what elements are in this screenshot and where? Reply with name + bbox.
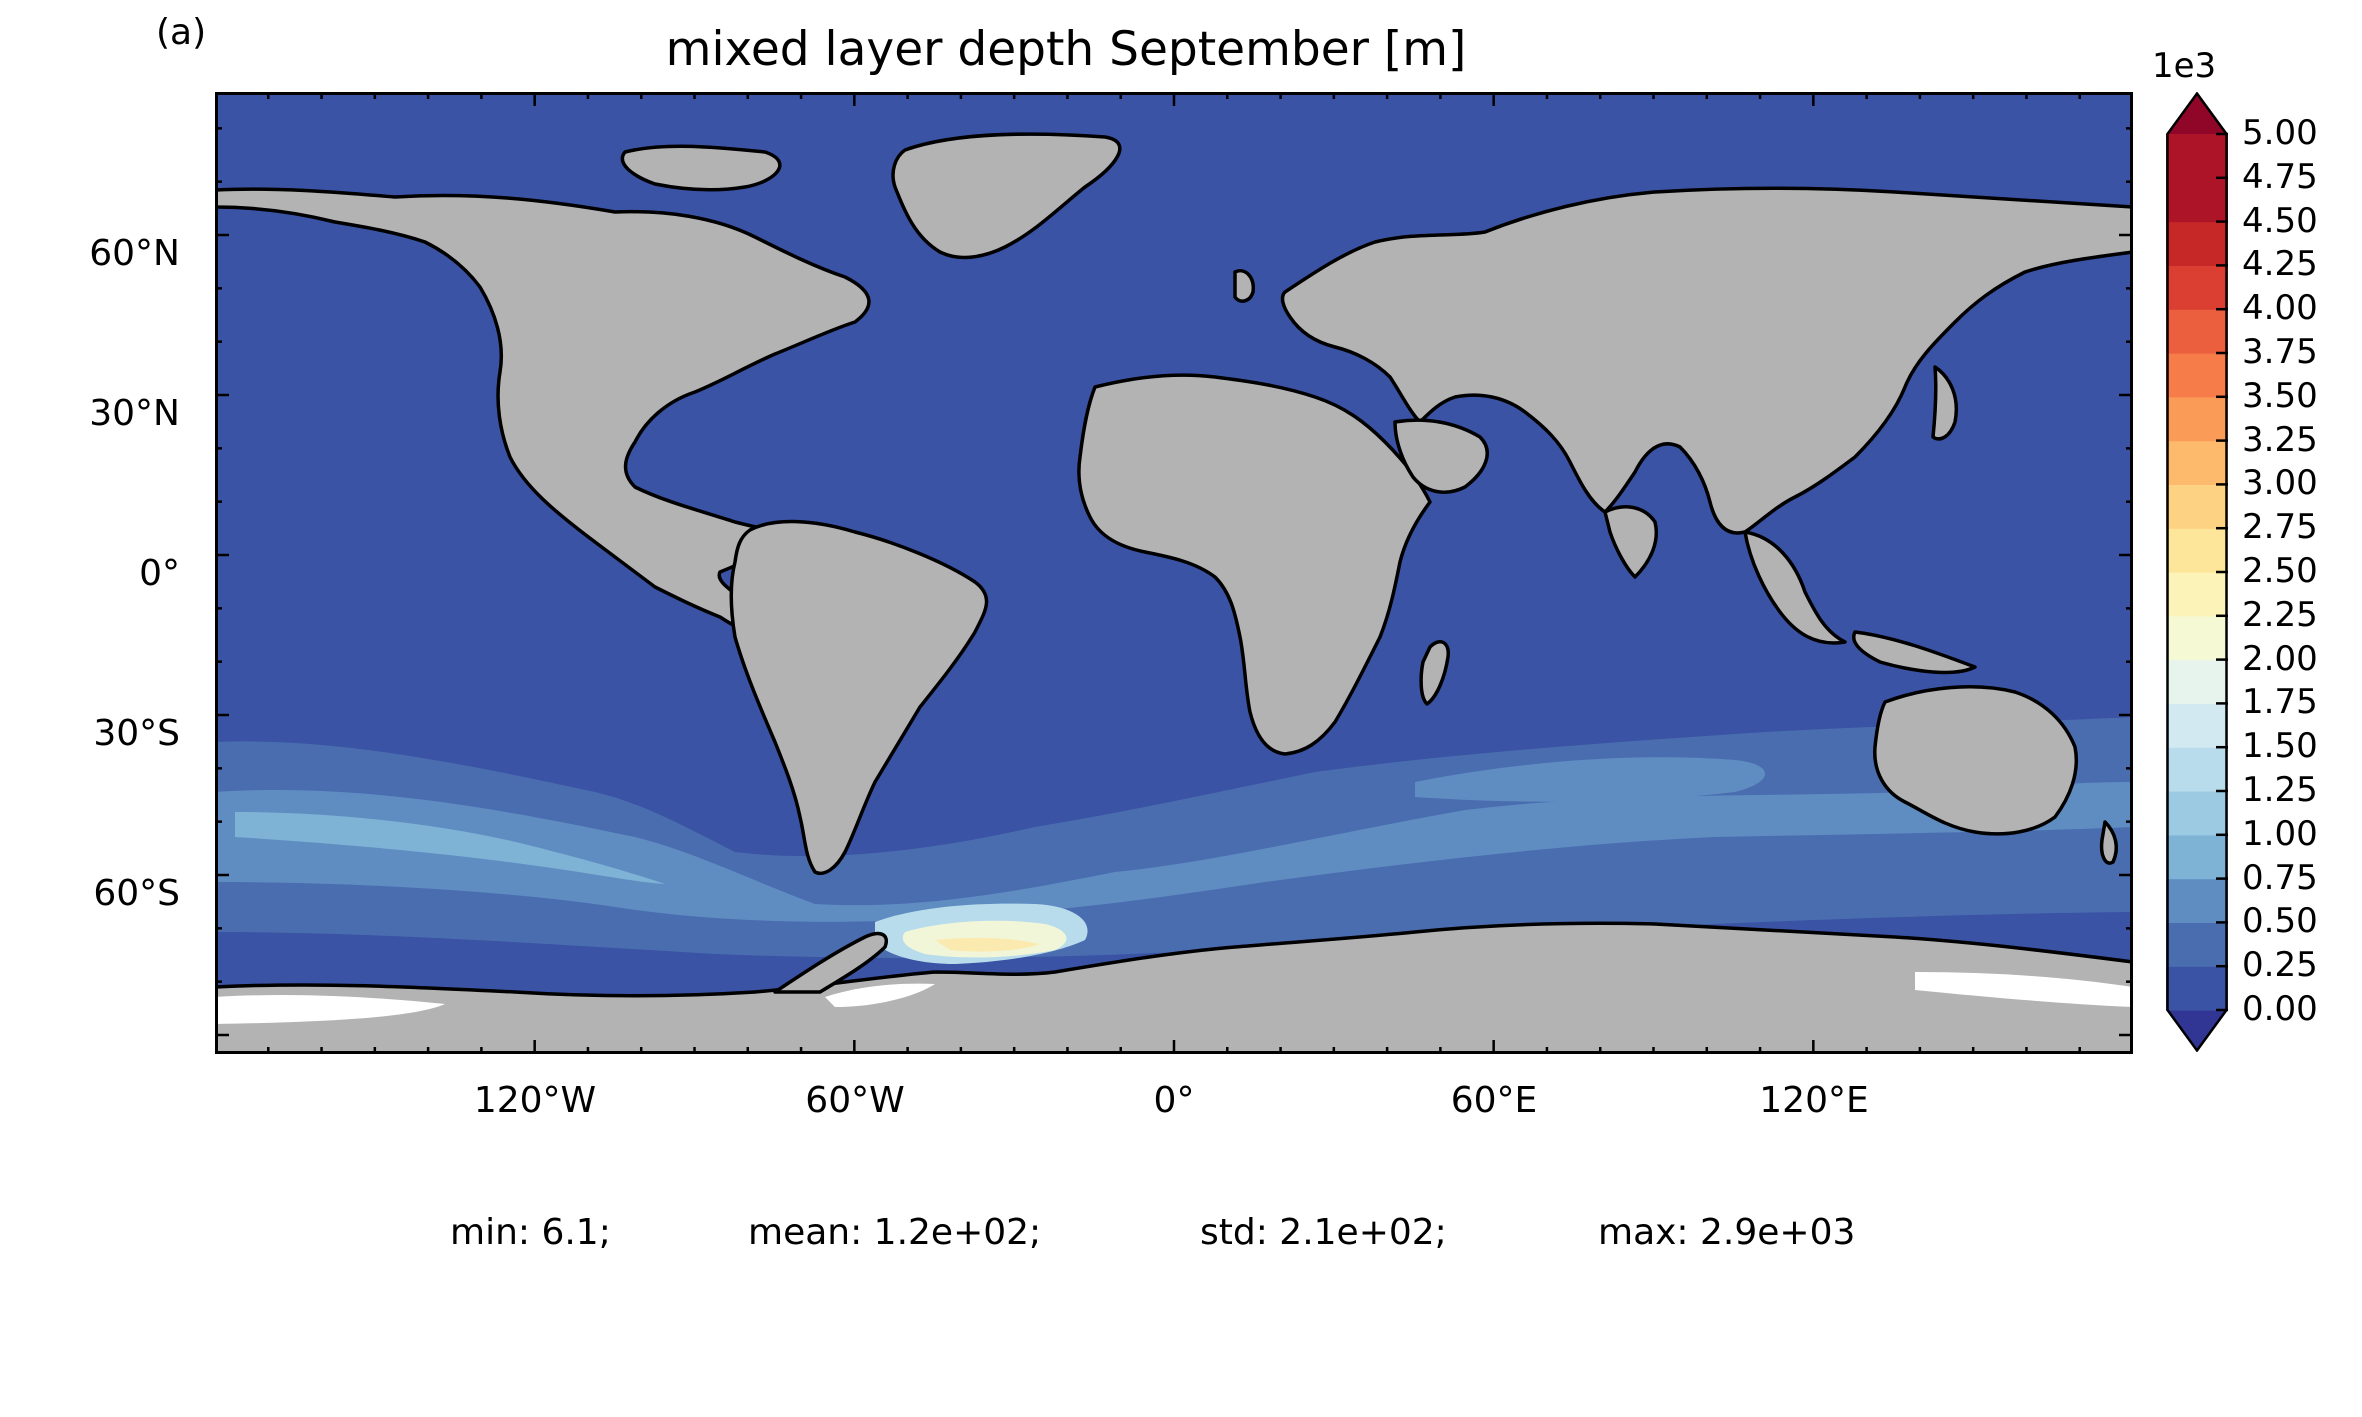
colorbar-bin xyxy=(2166,615,2228,661)
colorbar-bin xyxy=(2166,221,2228,266)
colorbar-tick-label: 2.75 xyxy=(2242,507,2318,548)
stats-line: min: 6.1; mean: 1.2e+02; std: 2.1e+02; m… xyxy=(0,1212,2362,1417)
lat-label-30s: 30°S xyxy=(93,713,180,754)
stat-std: std: 2.1e+02; xyxy=(1200,1212,1447,1253)
lon-label-60e: 60°E xyxy=(1450,1080,1538,1121)
colorbar-bin xyxy=(2166,177,2228,223)
colorbar-tick-label: 2.25 xyxy=(2242,594,2318,635)
colorbar-tick-label: 0.50 xyxy=(2242,901,2318,942)
colorbar-bin xyxy=(2166,747,2228,792)
colorbar-tick-label: 4.25 xyxy=(2242,244,2318,285)
colorbar-bin xyxy=(2166,353,2228,398)
stat-min: min: 6.1; xyxy=(450,1212,611,1253)
colorbar-tick-label: 2.50 xyxy=(2242,551,2318,591)
colorbar-bin xyxy=(2166,484,2228,529)
colorbar-tick-label: 0.75 xyxy=(2242,857,2318,898)
lat-label-equator: 0° xyxy=(139,553,180,594)
weddell-hot-core xyxy=(935,937,1040,952)
colorbar-tick-label: 1.75 xyxy=(2242,682,2318,723)
colorbar-bin xyxy=(2166,528,2228,573)
colorbar-exponent: 1e3 xyxy=(2152,46,2217,86)
colorbar-extend-min xyxy=(2166,1010,2228,1052)
colorbar-tick-label: 1.25 xyxy=(2242,770,2318,810)
colorbar-tick-label: 5.00 xyxy=(2242,113,2318,153)
colorbar-bin xyxy=(2166,134,2228,179)
lon-label-120w: 120°W xyxy=(473,1080,597,1121)
colorbar-bin xyxy=(2166,440,2228,485)
colorbar-bin xyxy=(2166,791,2228,836)
colorbar-graphic xyxy=(2166,92,2228,1052)
colorbar-bin xyxy=(2166,703,2228,748)
colorbar-tick-label: 4.50 xyxy=(2242,200,2318,241)
colorbar-tick-label: 0.25 xyxy=(2242,945,2318,986)
colorbar-bin xyxy=(2166,659,2228,704)
colorbar-tick-label: 3.00 xyxy=(2242,463,2318,504)
southern-ocean-band-mid xyxy=(215,782,2133,922)
lon-label-120e: 120°E xyxy=(1759,1080,1869,1121)
colorbar-tick-label: 4.00 xyxy=(2242,288,2318,329)
land-new-zealand xyxy=(2099,820,2118,865)
colorbar-tick-label: 1.00 xyxy=(2242,813,2318,854)
land-south-america xyxy=(729,519,989,875)
sea-ice-pacific xyxy=(215,994,445,1024)
land-australia xyxy=(1873,685,2078,836)
land-indonesia xyxy=(1852,630,1977,675)
land-arabia xyxy=(1393,418,1489,494)
land-madagascar xyxy=(1419,640,1450,706)
colorbar-bin xyxy=(2166,922,2228,967)
land-eurasia xyxy=(1280,186,2133,535)
map-frame xyxy=(215,92,2133,1054)
colorbar-tick-label: 2.00 xyxy=(2242,638,2318,679)
colorbar-bin xyxy=(2166,572,2228,617)
lon-label-0: 0° xyxy=(1153,1080,1195,1121)
lon-label-60w: 60°W xyxy=(805,1080,905,1121)
colorbar-tick-label: 1.50 xyxy=(2242,726,2318,767)
colorbar-bin xyxy=(2166,265,2228,310)
panel-label: (a) xyxy=(156,12,207,53)
land xyxy=(215,132,2133,1054)
colorbar-bin xyxy=(2166,396,2228,442)
land-japan xyxy=(1931,365,1958,441)
sea-ice-ross xyxy=(1915,972,2133,1007)
colorbar-tick-label: 3.75 xyxy=(2242,332,2318,372)
land-uk xyxy=(1233,269,1255,303)
land-india xyxy=(1603,505,1658,579)
colorbar-bin xyxy=(2166,309,2228,354)
lat-label-60n: 60°N xyxy=(89,233,180,274)
kerguelen-band xyxy=(1415,757,1765,802)
map-title: mixed layer depth September [m] xyxy=(665,22,1467,77)
land-antarctica xyxy=(215,921,2133,1054)
colorbar-extend-max xyxy=(2166,92,2228,134)
land-greenland xyxy=(891,132,1122,260)
land-antarctic-peninsula xyxy=(773,931,888,994)
land-southeast-asia xyxy=(1743,530,1847,645)
sea-ice-weddell xyxy=(825,983,935,1007)
colorbar-tick-label: 4.75 xyxy=(2242,156,2318,197)
colorbar-tick-label: 0.00 xyxy=(2242,989,2318,1029)
colorbar-bin xyxy=(2166,834,2228,880)
lat-label-30n: 30°N xyxy=(89,393,180,434)
colorbar xyxy=(2166,92,2228,1052)
southern-ocean-band-inner xyxy=(235,812,665,884)
colorbar-tick-label: 3.25 xyxy=(2242,419,2318,460)
land-arctic-islands xyxy=(620,144,782,192)
land-africa xyxy=(1077,373,1432,756)
stat-max: max: 2.9e+03 xyxy=(1598,1212,1856,1253)
map-area xyxy=(215,92,2133,1054)
world-map xyxy=(215,92,2133,1054)
colorbar-tick-label: 3.50 xyxy=(2242,375,2318,416)
colorbar-bin xyxy=(2166,878,2228,923)
stat-mean: mean: 1.2e+02; xyxy=(748,1212,1042,1253)
colorbar-bin xyxy=(2166,966,2228,1011)
lat-label-60s: 60°S xyxy=(93,873,180,914)
